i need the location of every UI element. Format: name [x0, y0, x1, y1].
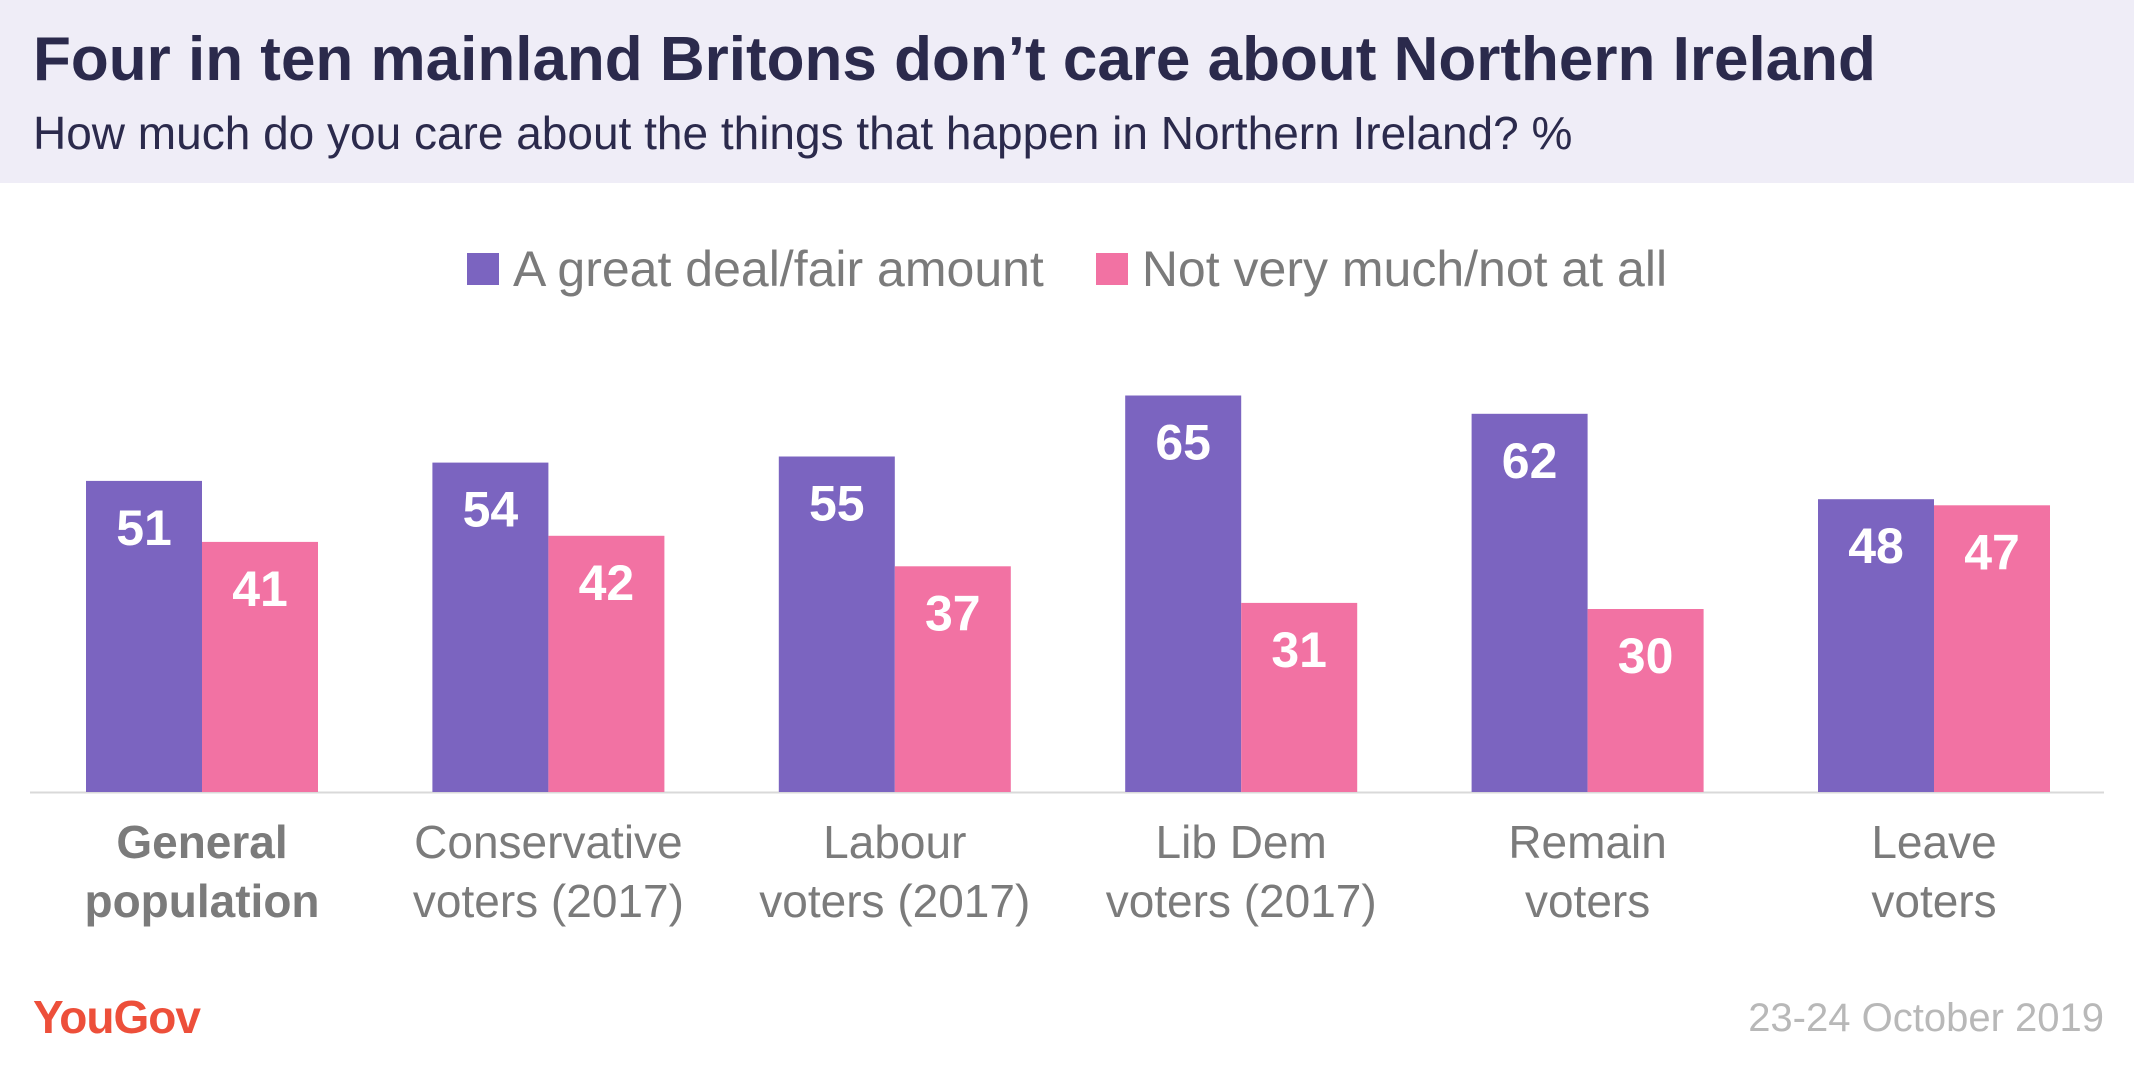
data-label-great-deal-5: 48: [1848, 518, 1904, 574]
bar-not-much-1: [548, 535, 665, 792]
bar-great-deal-5: [1818, 499, 1934, 792]
legend-label-great-deal: A great deal/fair amount: [512, 241, 1044, 297]
chart-title: Four in ten mainland Britons don’t care …: [33, 25, 1876, 94]
bar-great-deal-1: [432, 462, 549, 792]
category-label-4-line-1: voters: [1525, 875, 1650, 927]
data-label-not-much-0: 41: [232, 561, 288, 617]
legend-swatch-great-deal: [466, 253, 499, 285]
data-label-not-much-5: 47: [1964, 524, 2020, 580]
legend-item-great-deal: A great deal/fair amount: [466, 240, 1044, 298]
category-label-0-line-0: General: [116, 816, 287, 868]
bar-great-deal-4: [1471, 413, 1588, 792]
bar-not-much-2: [894, 566, 1011, 792]
data-label-great-deal-1: 54: [463, 482, 519, 538]
bar-great-deal-0: [86, 480, 202, 792]
category-label-5-line-0: Leave: [1871, 816, 1996, 868]
header-banner: Four in ten mainland Britons don’t care …: [0, 0, 2134, 183]
bar-not-much-3: [1241, 602, 1358, 792]
category-label-4-line-0: Remain: [1508, 816, 1667, 868]
bar-great-deal-3: [1125, 395, 1242, 792]
category-label-1-line-1: voters (2017): [413, 875, 684, 927]
category-label-3-line-0: Lib Dem: [1156, 816, 1327, 868]
category-label-1-line-0: Conservative: [414, 816, 682, 868]
yougov-logo: YouGov: [33, 991, 201, 1043]
legend: A great deal/fair amount Not very much/n…: [0, 240, 2134, 298]
bar-not-much-0: [202, 541, 318, 792]
category-label-2-line-0: Labour: [823, 816, 966, 868]
data-label-great-deal-0: 51: [116, 500, 172, 556]
category-label-3-line-1: voters (2017): [1106, 875, 1377, 927]
category-label-0-line-1: population: [84, 875, 319, 927]
survey-date: 23-24 October 2019: [1748, 996, 2104, 1040]
data-label-not-much-3: 31: [1271, 622, 1327, 678]
legend-swatch-not-much: [1095, 253, 1128, 285]
legend-label-not-much: Not very much/not at all: [1141, 241, 1668, 297]
category-label-2-line-1: voters (2017): [759, 875, 1030, 927]
data-label-great-deal-2: 55: [809, 476, 865, 532]
data-label-not-much-1: 42: [579, 555, 635, 611]
legend-item-not-much: Not very much/not at all: [1095, 240, 1668, 298]
bar-not-much-5: [1934, 505, 2050, 792]
bar-great-deal-2: [778, 456, 895, 792]
data-label-great-deal-4: 62: [1502, 433, 1558, 489]
data-label-not-much-2: 37: [925, 585, 981, 641]
bar-not-much-4: [1587, 609, 1704, 792]
data-label-great-deal-3: 65: [1155, 415, 1211, 471]
category-label-5-line-1: voters: [1871, 875, 1996, 927]
data-label-not-much-4: 30: [1618, 628, 1674, 684]
chart-subtitle: How much do you care about the things th…: [33, 107, 1573, 159]
